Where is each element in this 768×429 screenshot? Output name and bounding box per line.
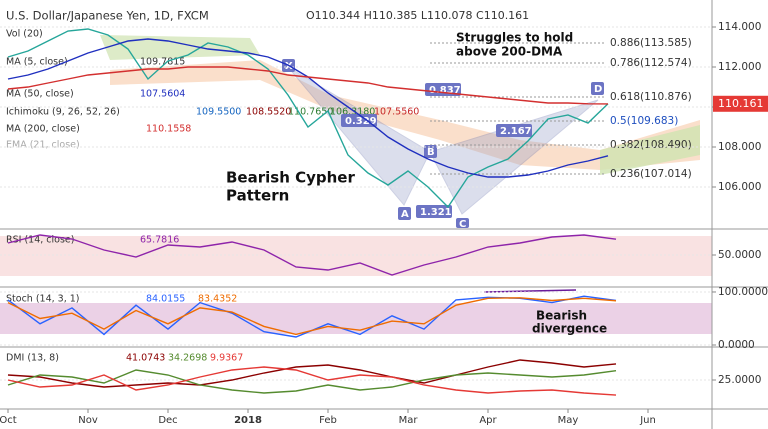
struggle-note-2: above 200-DMA <box>456 45 563 59</box>
fib-lines <box>430 42 605 175</box>
pattern-note-1: Bearish Cypher <box>226 169 355 187</box>
indicator-value: 110.7650 <box>288 107 333 118</box>
header-title: U.S. Dollar/Japanese Yen, 1D, FXCM <box>6 9 209 23</box>
indicator-value: 83.4352 <box>198 294 237 305</box>
plot-bg <box>0 0 712 409</box>
stoch-band <box>0 303 712 334</box>
x-tick-label: 2018 <box>234 415 262 426</box>
y-tick-label: 25.0000 <box>718 374 761 386</box>
indicator-value: 110.1558 <box>146 124 191 135</box>
divergence-line <box>483 289 577 293</box>
divergence-note-1: Bearish <box>536 309 587 323</box>
indicator-value: 109.7815 <box>140 57 185 68</box>
x-tick-label: Jun <box>639 415 656 426</box>
x-tick-label: May <box>558 415 579 426</box>
ratio-label: 2.167 <box>500 126 532 137</box>
indicator-value: 65.7816 <box>140 235 179 246</box>
indicator-label: Ichimoku (9, 26, 52, 26) <box>6 107 120 118</box>
y-tick-label: 0.0000 <box>718 339 755 351</box>
indicator-value: 108.5520 <box>246 107 291 118</box>
ichimoku-cloud <box>110 60 700 170</box>
y-tick-label: 108.000 <box>718 141 761 153</box>
fib-label: 0.382(108.490) <box>610 139 692 151</box>
fib-label: 0.5(109.683) <box>610 115 678 127</box>
x-tick-label: Dec <box>158 415 177 426</box>
x-tick-label: Nov <box>78 415 98 426</box>
indicator-label: DMI (13, 8) <box>6 353 59 364</box>
fib-label: 0.618(110.876) <box>610 91 692 103</box>
point-label: A <box>401 209 409 220</box>
point-label: D <box>594 84 602 95</box>
y-tick-label: 100.0000 <box>718 286 768 298</box>
x-tick-label: Feb <box>319 415 337 426</box>
fib-label: 0.786(112.574) <box>610 57 692 69</box>
indicator-value: 84.0155 <box>146 294 185 305</box>
indicator-label: MA (200, close) <box>6 124 80 135</box>
fib-label: 0.236(107.014) <box>610 168 692 180</box>
ichimoku-cloud <box>600 125 700 175</box>
x-tick-label: Oct <box>0 415 17 426</box>
series-line <box>7 359 617 388</box>
indicator-value: 106.3180 <box>330 107 375 118</box>
indicator-value: 34.2698 <box>168 353 207 364</box>
divergence-note-2: divergence <box>532 322 607 336</box>
indicator-label: RSI (14, close) <box>6 235 74 246</box>
series-line <box>7 366 617 396</box>
indicator-label: EMA (21, close) <box>6 140 80 151</box>
rsi-band <box>0 236 712 276</box>
indicator-value: 41.0743 <box>126 353 165 364</box>
point-label: C <box>459 219 466 230</box>
price-label: 110.161 <box>718 97 764 110</box>
series-line <box>7 66 609 105</box>
indicator-label: MA (5, close) <box>6 57 68 68</box>
ratio-label: 0.329 <box>345 116 377 127</box>
indicator-label: MA (50, close) <box>6 89 74 100</box>
series-line <box>7 28 609 209</box>
indicator-value: 107.5560 <box>374 107 419 118</box>
ratio-label: 1.321 <box>420 207 452 218</box>
indicator-label: Stoch (14, 3, 1) <box>6 294 80 305</box>
indicator-value: 9.9367 <box>210 353 243 364</box>
y-tick-label: 106.000 <box>718 181 761 193</box>
price-box <box>713 95 768 112</box>
x-tick-label: Apr <box>479 415 497 426</box>
y-tick-label: 114.000 <box>718 21 761 33</box>
indicator-value: 109.5500 <box>196 107 241 118</box>
indicator-value: 107.5604 <box>140 89 185 100</box>
point-label: B <box>427 147 435 158</box>
y-tick-label: 112.000 <box>718 61 761 73</box>
ichimoku-cloud <box>100 35 260 60</box>
struggle-note-1: Struggles to hold <box>456 31 573 45</box>
series-line <box>7 234 617 276</box>
y-tick-label: 50.0000 <box>718 249 761 261</box>
indicator-label: Vol (20) <box>6 29 43 40</box>
header-ohlc: O110.344 H110.385 L110.078 C110.161 <box>306 9 529 22</box>
ratio-label: 0.837 <box>429 85 461 96</box>
series-line <box>7 369 617 394</box>
x-tick-label: Mar <box>399 415 419 426</box>
fib-label: 0.886(113.585) <box>610 37 692 49</box>
series-line <box>7 297 617 336</box>
pattern-points <box>282 59 604 228</box>
pattern-note-2: Pattern <box>226 187 289 205</box>
